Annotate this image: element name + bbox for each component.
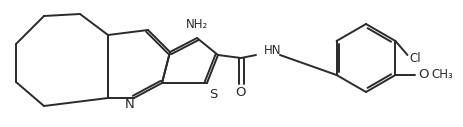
Text: O: O — [419, 68, 429, 82]
Text: HN: HN — [264, 44, 282, 57]
Text: N: N — [125, 98, 135, 110]
Text: O: O — [236, 85, 246, 99]
Text: S: S — [209, 88, 217, 100]
Text: Cl: Cl — [409, 52, 421, 66]
Text: CH₃: CH₃ — [432, 68, 453, 82]
Text: NH₂: NH₂ — [186, 18, 208, 30]
